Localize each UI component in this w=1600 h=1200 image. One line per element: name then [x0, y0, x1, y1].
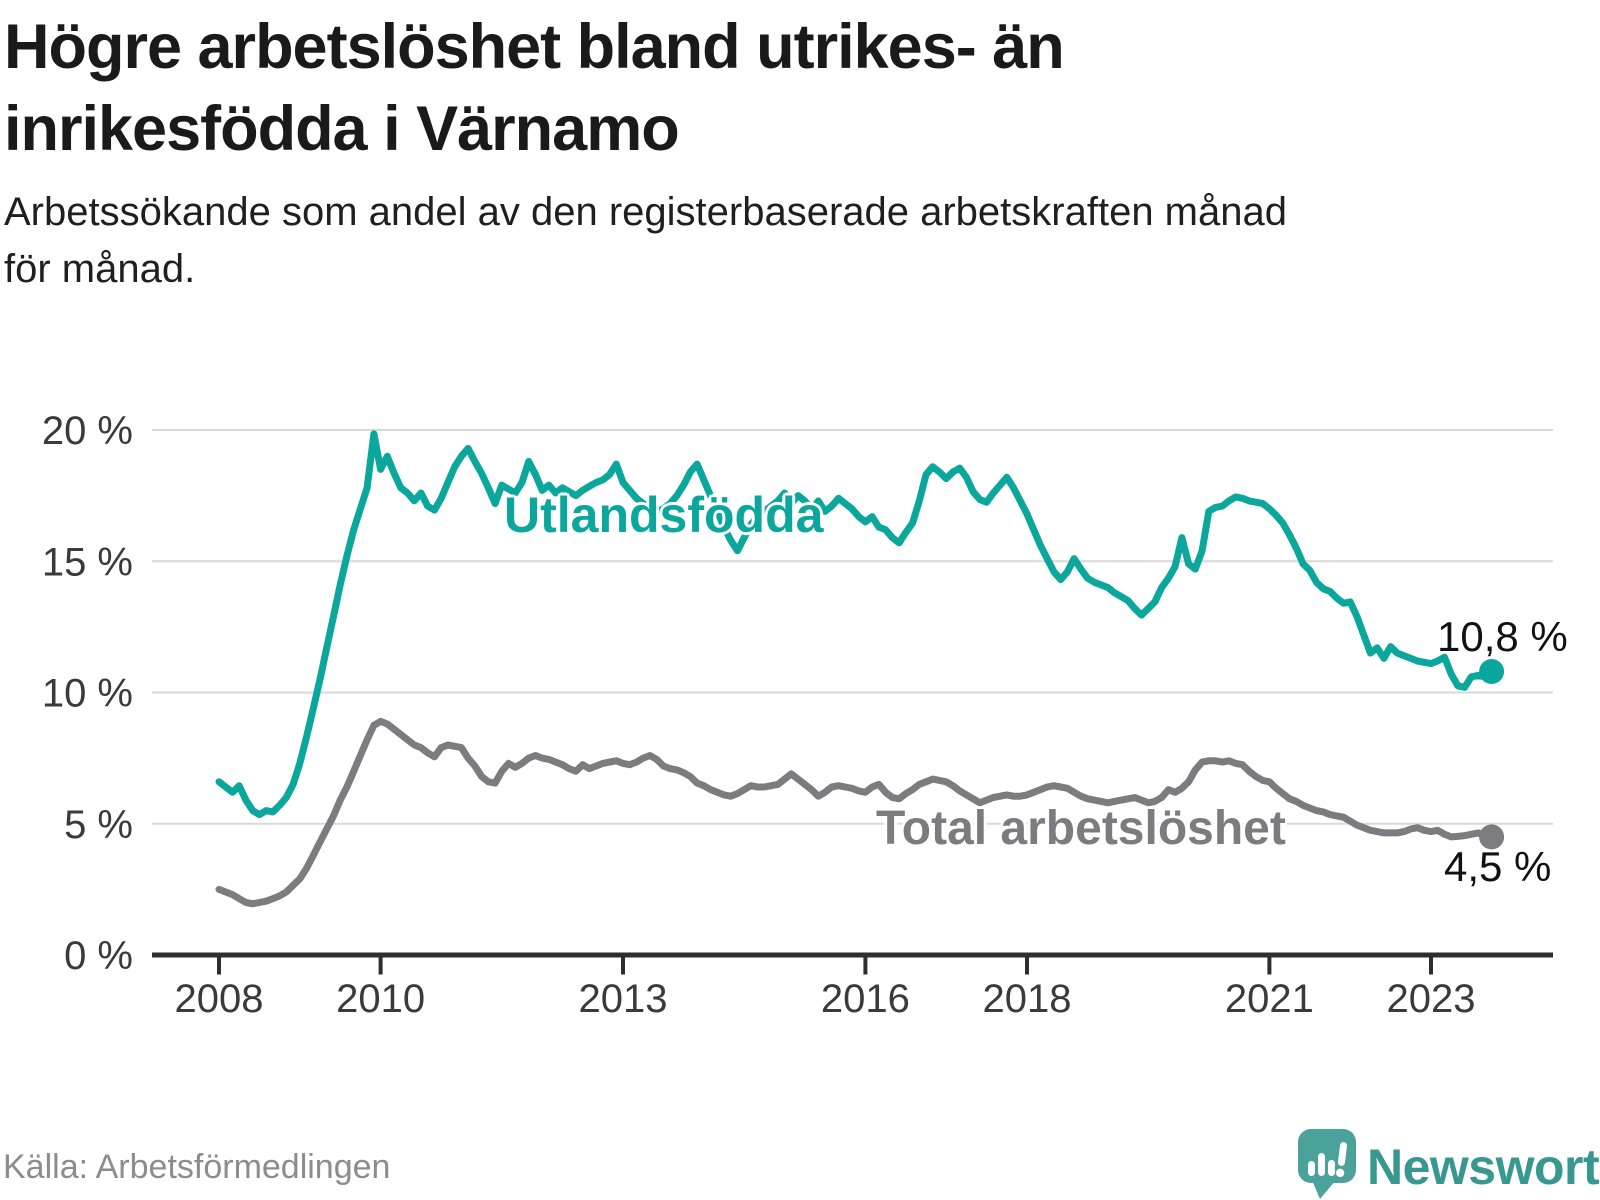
series-line-utlandsfodda — [215, 430, 1496, 819]
series-end-dot-total-arbetsloshet — [1479, 824, 1505, 850]
series-label-utlandsfodda: Utlandsfödda — [504, 487, 824, 543]
y-axis-tick-label: 5 % — [64, 803, 133, 847]
page-title: Högre arbetslöshet bland utrikes- än inr… — [4, 6, 1564, 170]
series-line-total-arbetsloshet — [215, 717, 1496, 908]
y-axis-tick-label: 15 % — [42, 540, 133, 584]
page-title-line1: Högre arbetslöshet bland utrikes- än — [4, 12, 1065, 82]
x-axis-tick-label: 2018 — [983, 977, 1072, 1021]
newsworthy-logo: Newsworthy — [1297, 1128, 1600, 1200]
x-axis-tick-label: 2013 — [579, 977, 668, 1021]
y-axis-tick-label: 0 % — [64, 934, 133, 978]
page-subtitle-line2: för månad. — [4, 247, 196, 291]
x-axis-tick-label: 2008 — [175, 977, 264, 1021]
x-axis-tick-label: 2016 — [821, 977, 910, 1021]
y-axis-tick-label: 20 % — [42, 409, 133, 453]
x-axis-tick-label: 2010 — [336, 977, 425, 1021]
x-axis-tick-label: 2023 — [1387, 977, 1476, 1021]
series-end-dot-utlandsfodda — [1479, 659, 1505, 684]
end-value-label-utlandsfodda: 10,8 % — [1437, 613, 1568, 660]
source-caption: Källa: Arbetsförmedlingen — [3, 1148, 391, 1186]
page-title-line2: inrikesfödda i Värnamo — [4, 94, 680, 164]
x-axis-tick-label: 2021 — [1225, 977, 1314, 1021]
end-value-label-total: 4,5 % — [1444, 843, 1552, 890]
newsworthy-logo-text: Newsworthy — [1367, 1139, 1600, 1195]
page-subtitle: Arbetssökande som andel av den registerb… — [4, 184, 1564, 298]
y-axis-tick-label: 10 % — [42, 672, 133, 716]
newsworthy-pin-bar-chart-icon — [1298, 1129, 1356, 1199]
page-subtitle-line1: Arbetssökande som andel av den registerb… — [4, 190, 1287, 234]
series-label-total-arbetsloshet: Total arbetslöshet — [876, 802, 1286, 855]
